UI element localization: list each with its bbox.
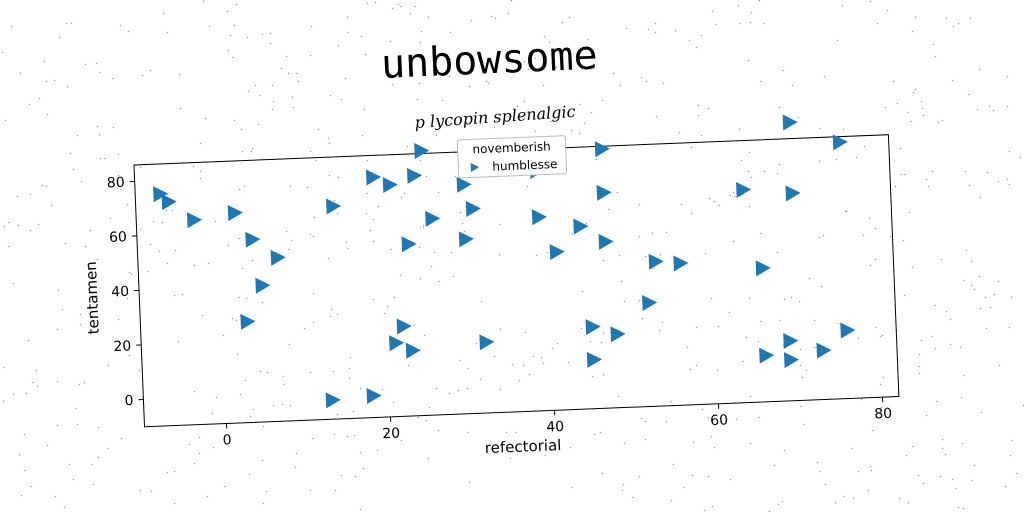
plot-frame <box>133 134 900 428</box>
legend-marker-icon <box>470 162 480 172</box>
data-point <box>227 205 243 222</box>
data-point <box>456 176 472 193</box>
y-axis-ticks: 0 20 40 60 80 <box>107 175 144 409</box>
legend-box <box>456 135 568 179</box>
data-point <box>840 322 856 339</box>
data-point <box>401 236 417 253</box>
data-point <box>479 334 495 351</box>
data-points <box>153 114 856 409</box>
data-point <box>240 313 256 330</box>
data-point <box>596 184 612 201</box>
data-point <box>326 198 342 215</box>
y-tick-label: 0 <box>124 393 134 409</box>
data-point <box>598 233 614 250</box>
legend-title: novemberish <box>472 139 551 156</box>
x-tick-label: 20 <box>382 426 400 443</box>
data-point <box>405 342 421 359</box>
data-point <box>549 244 565 261</box>
data-point <box>648 253 664 270</box>
x-axis-ticks: 0 20 40 60 80 <box>222 397 892 449</box>
y-tick-label: 40 <box>111 284 129 301</box>
data-point <box>531 209 547 226</box>
legend: novemberish humblesse <box>456 135 568 179</box>
data-point <box>673 255 689 272</box>
data-point <box>414 143 430 159</box>
x-tick-label: 60 <box>710 412 728 429</box>
data-point <box>610 326 626 343</box>
data-point <box>425 210 441 227</box>
data-point <box>389 335 405 352</box>
data-point <box>586 351 602 368</box>
y-tick-label: 80 <box>107 175 125 192</box>
data-point <box>365 169 382 186</box>
x-tick-label: 0 <box>222 432 232 448</box>
data-point <box>759 347 775 364</box>
y-axis-label: tentamen <box>82 261 103 335</box>
data-point <box>594 141 610 158</box>
x-tick-label: 80 <box>874 406 892 423</box>
data-point <box>161 194 177 211</box>
data-point <box>585 319 601 336</box>
data-point <box>465 201 481 218</box>
y-tick-label: 60 <box>109 229 127 246</box>
legend-series-label: humblesse <box>492 157 558 174</box>
data-point <box>755 260 771 277</box>
data-point <box>325 392 341 409</box>
data-point <box>783 333 799 350</box>
data-point <box>153 186 169 203</box>
data-point <box>458 231 474 248</box>
data-point <box>783 352 800 369</box>
data-point <box>406 167 423 184</box>
data-point <box>396 318 412 335</box>
x-tick-label: 40 <box>546 419 564 436</box>
x-axis-label: refectorial <box>484 436 561 457</box>
data-point <box>245 231 261 248</box>
data-point <box>382 177 398 194</box>
data-point <box>785 185 801 202</box>
data-point <box>642 295 658 311</box>
data-point <box>186 212 203 229</box>
data-point <box>366 388 382 405</box>
data-point <box>270 249 286 266</box>
data-point <box>736 181 752 198</box>
data-point <box>832 134 848 151</box>
data-point <box>573 218 589 235</box>
data-point <box>255 277 271 294</box>
data-point <box>782 114 798 131</box>
y-tick-label: 20 <box>113 338 131 355</box>
data-point <box>816 342 832 359</box>
